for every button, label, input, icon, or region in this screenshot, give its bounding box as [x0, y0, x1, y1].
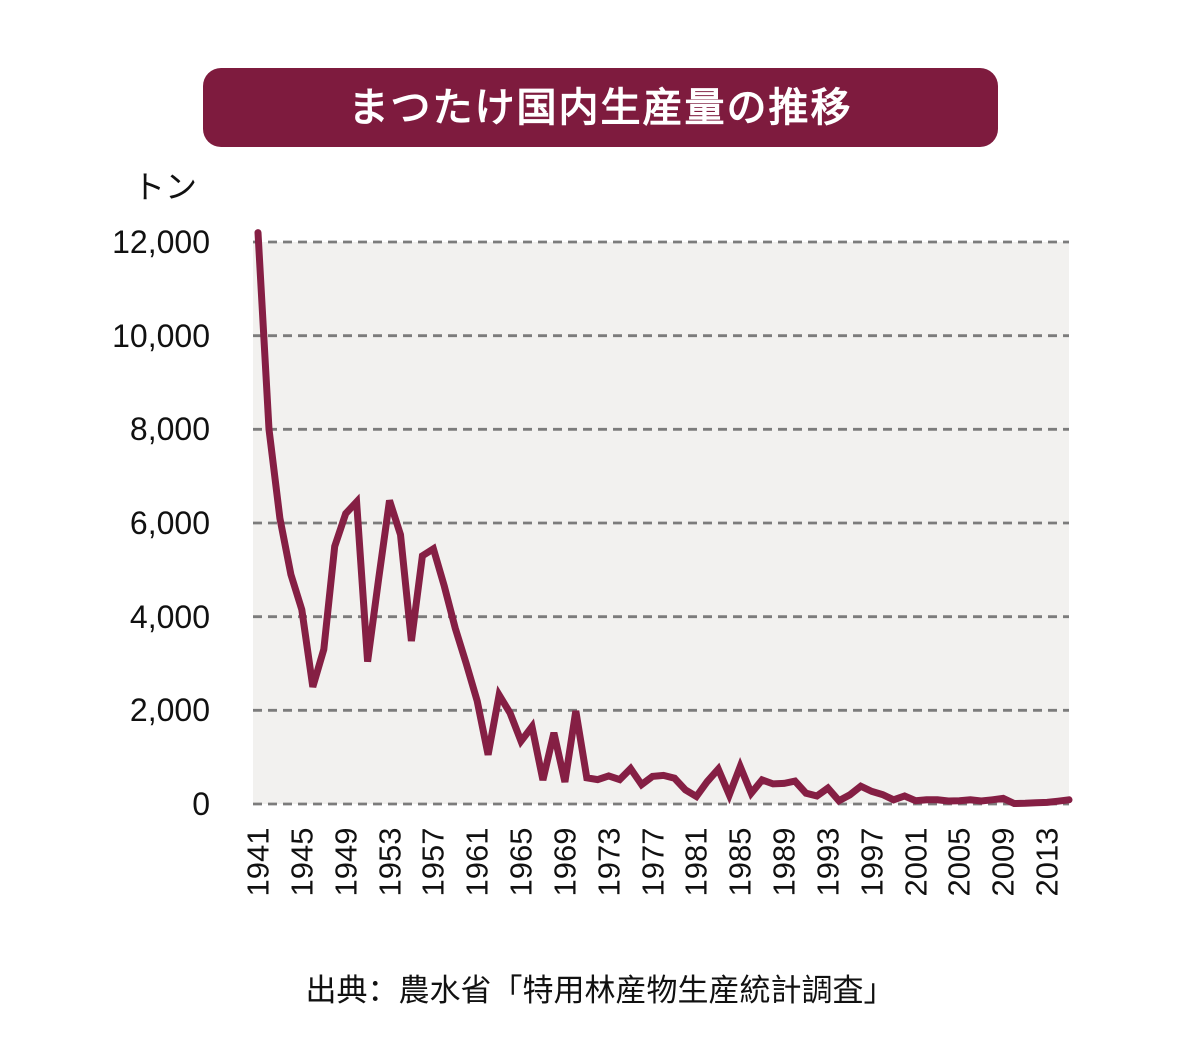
x-axis-tick-label: 1977 — [635, 827, 671, 897]
x-axis-tick-label: 1993 — [810, 827, 846, 897]
chart-title: まつたけ国内生産量の推移 — [348, 85, 853, 130]
production-line-chart — [253, 229, 1073, 808]
x-axis-tick-label: 1953 — [372, 827, 407, 897]
x-axis-tick-label: 1965 — [503, 827, 539, 897]
source-caption: 出典：農水省「特用林産物生産統計調査」 — [305, 973, 895, 1008]
x-axis-tick-label: 1941 — [240, 827, 276, 897]
x-axis-tick-label: 1997 — [854, 827, 890, 897]
y-axis-tick-label: 2,000 — [129, 692, 210, 729]
x-axis-tick-label: 1973 — [591, 827, 627, 897]
gridlines — [253, 240, 1069, 806]
y-axis-tick-label: 8,000 — [129, 411, 210, 448]
x-axis-tick-label: 2005 — [941, 827, 977, 897]
x-axis-tick-label: 1949 — [328, 827, 364, 897]
x-axis-tick-label: 1957 — [415, 827, 451, 897]
x-axis-tick-label: 2013 — [1029, 827, 1065, 897]
x-axis-tick-label: 1945 — [284, 827, 320, 897]
x-axis-tick-label: 1981 — [678, 827, 714, 897]
x-axis-tick-label: 1961 — [459, 827, 495, 897]
x-axis-tick-label: 2001 — [898, 827, 934, 897]
x-axis-tick-label: 2009 — [985, 827, 1021, 897]
x-axis-tick-label: 1969 — [547, 827, 583, 897]
production-line — [254, 229, 1073, 808]
y-axis-tick-label: 10,000 — [112, 317, 210, 354]
y-axis-tick-label: 12,000 — [112, 224, 210, 260]
y-axis-unit-label: トン — [133, 169, 198, 205]
y-axis-tick-label: 6,000 — [129, 505, 210, 541]
y-axis-tick-label: 0 — [192, 786, 210, 822]
x-axis-tick-label: 1989 — [766, 827, 802, 897]
chart-title-banner: まつたけ国内生産量の推移 — [203, 68, 998, 147]
x-axis-tick-label: 1985 — [722, 827, 758, 897]
y-axis-tick-label: 4,000 — [129, 598, 210, 635]
